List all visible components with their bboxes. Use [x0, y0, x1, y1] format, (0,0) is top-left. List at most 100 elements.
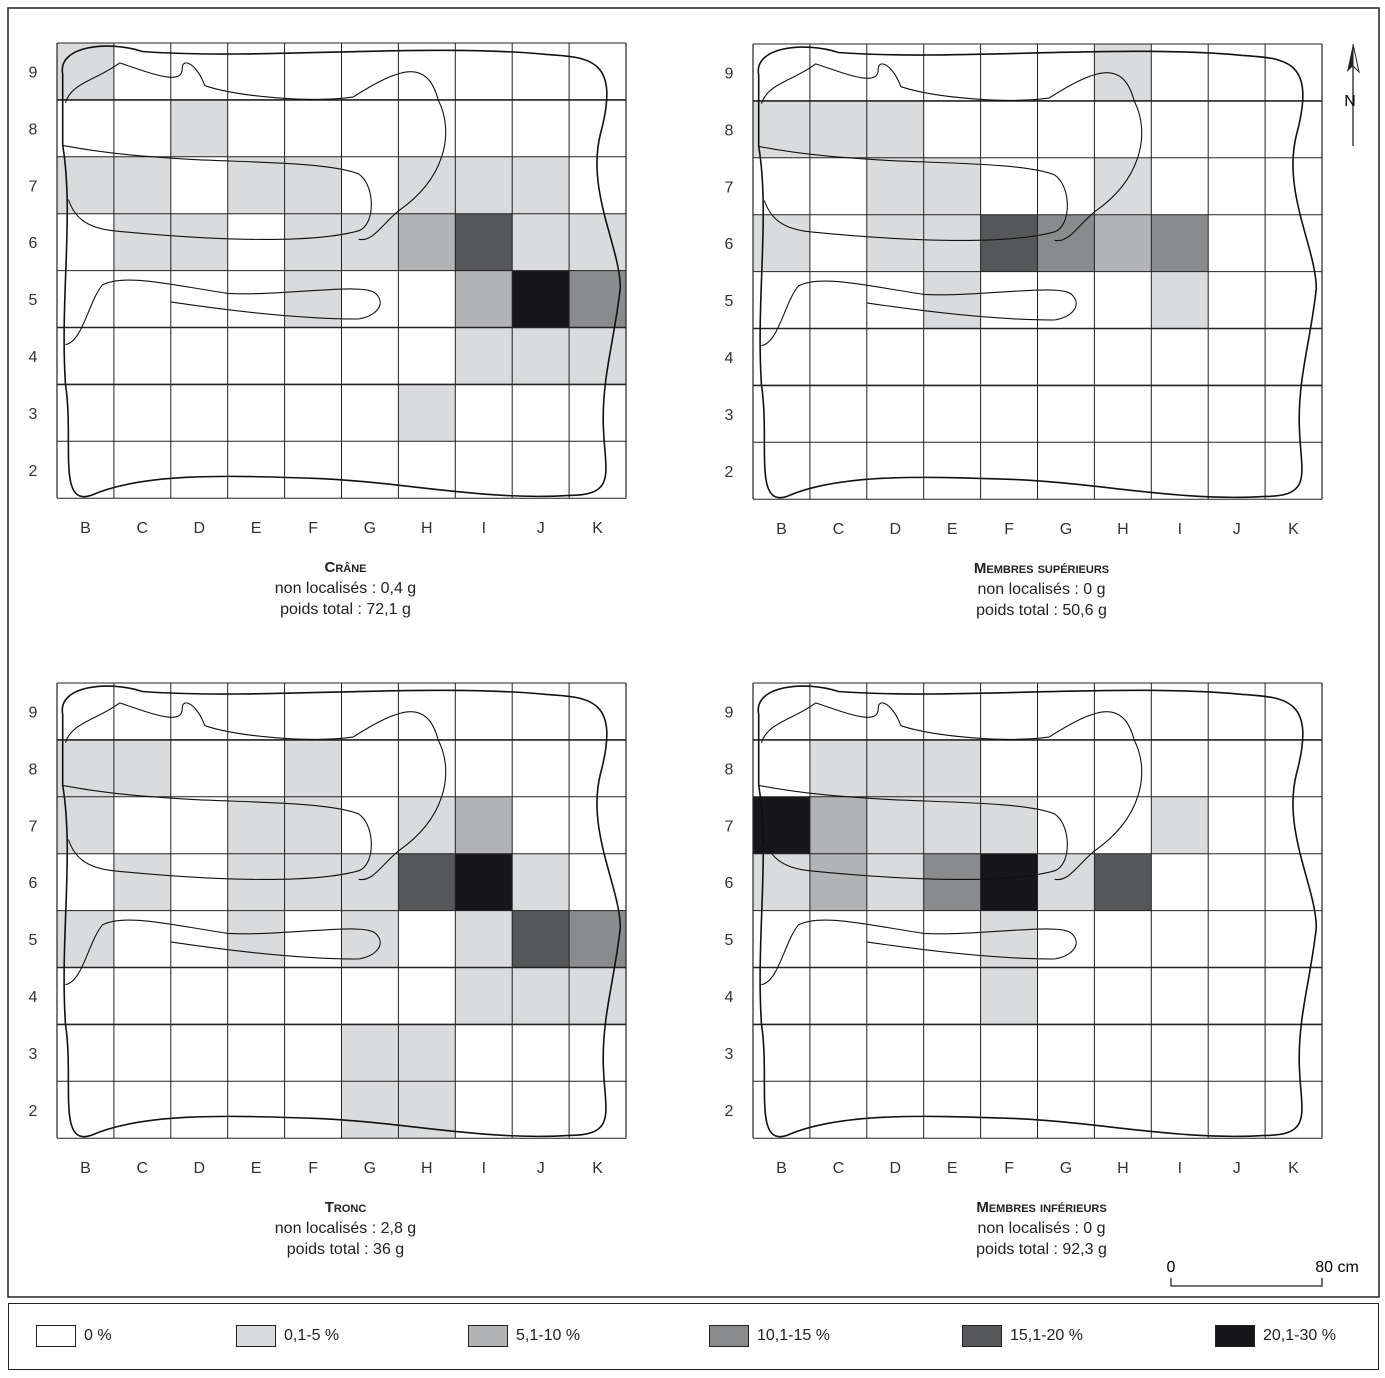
column-label: C — [833, 521, 845, 538]
grid-cell — [809, 796, 867, 854]
scale-end-label: 80 cm — [1315, 1259, 1359, 1276]
grid-cell — [753, 442, 810, 500]
grid-cell — [1151, 910, 1209, 968]
grid-cell — [980, 1081, 1038, 1139]
column-label: I — [482, 1160, 486, 1177]
grid-cell — [1151, 100, 1209, 158]
legend-swatch — [962, 1325, 1002, 1347]
grid-cell — [1037, 739, 1095, 797]
grid-cell — [284, 853, 342, 911]
grid-cell — [398, 967, 456, 1025]
grid-cell — [57, 739, 114, 797]
legend-swatch — [709, 1325, 749, 1347]
grid-cell — [227, 683, 285, 740]
column-label: J — [537, 1160, 545, 1177]
grid-cell — [512, 327, 570, 385]
row-label: 6 — [29, 235, 38, 252]
grid-cell — [809, 328, 867, 386]
grid-cell — [1151, 796, 1209, 854]
column-label: F — [308, 520, 318, 537]
grid-cell — [569, 327, 626, 385]
grid-cell — [455, 967, 513, 1025]
column-label: J — [1233, 1160, 1241, 1177]
skeleton-outline — [65, 279, 381, 346]
grid-cell — [1208, 328, 1266, 386]
grid-cell — [113, 910, 171, 968]
grid-cell — [1037, 1081, 1095, 1139]
grid-cell — [923, 1024, 981, 1082]
grid-cell — [923, 328, 981, 386]
grid-cell — [1094, 271, 1152, 329]
grid-cell — [1037, 100, 1095, 158]
grid-cell — [1208, 44, 1266, 101]
grid-cell — [512, 796, 570, 854]
grid-cell — [1094, 328, 1152, 386]
grid-cell — [170, 441, 228, 499]
row-label: 5 — [29, 932, 38, 949]
grid-cell — [866, 853, 924, 911]
grid-cell — [923, 853, 981, 911]
grid-cell — [170, 967, 228, 1025]
grid-cell — [923, 910, 981, 968]
grid-cell — [57, 384, 114, 442]
panel: 9 8 7 6 5 4 3 2 B C D E F G H I J K Membres supérieurs non … — [725, 43, 1323, 619]
grid-cell — [398, 910, 456, 968]
legend-item-1: 0,1-5 % — [236, 1324, 339, 1348]
north-arrow: N — [1344, 43, 1360, 146]
grid-cell — [866, 683, 924, 740]
grid-cell — [398, 270, 456, 328]
grid-cell — [341, 1024, 399, 1082]
column-label: J — [537, 520, 545, 537]
column-label: D — [890, 521, 902, 538]
grid-cell — [170, 910, 228, 968]
row-label: 7 — [29, 178, 38, 195]
grid-cell — [753, 100, 810, 158]
grid-cell — [866, 157, 924, 215]
grid-cell — [398, 1024, 456, 1082]
grid-cell — [1151, 44, 1209, 101]
grid-cell — [753, 328, 810, 386]
skeleton-outline — [65, 919, 381, 986]
grid-cell — [1094, 967, 1152, 1025]
legend-item-2: 5,1-10 % — [468, 1324, 580, 1348]
grid-cell — [753, 1081, 810, 1139]
grid-cell — [170, 213, 228, 271]
grid-cell — [57, 99, 114, 157]
grid-cell — [1208, 100, 1266, 158]
grid-cell — [113, 739, 171, 797]
grid-cell — [1208, 683, 1266, 740]
grid-cell — [753, 967, 810, 1025]
grid-cell — [57, 327, 114, 385]
grid-cell — [923, 796, 981, 854]
grid-cell — [512, 739, 570, 797]
grid-cell — [512, 683, 570, 740]
total-weight: poids total : 36 g — [287, 1241, 404, 1258]
grid-cell — [866, 910, 924, 968]
skeleton-outline — [758, 784, 1068, 880]
grid-cell — [170, 739, 228, 797]
grid-cell — [398, 327, 456, 385]
north-label: N — [1344, 93, 1356, 110]
grid-cell — [170, 327, 228, 385]
grid-cell — [1037, 157, 1095, 215]
row-label: 6 — [725, 875, 734, 892]
skeleton-outline — [760, 702, 1143, 881]
grid-cell — [227, 384, 285, 442]
row-label: 4 — [29, 349, 38, 366]
row-label: 5 — [725, 932, 734, 949]
row-label: 9 — [29, 65, 38, 82]
grid-cell — [809, 157, 867, 215]
row-label: 2 — [29, 463, 38, 480]
column-label: K — [1288, 1160, 1299, 1177]
column-label: F — [1004, 1160, 1014, 1177]
grid-cell — [1037, 853, 1095, 911]
grid-cell — [1208, 442, 1266, 500]
grid-cell — [1094, 442, 1152, 500]
grid-cell — [512, 43, 570, 100]
skeleton-outline — [64, 62, 447, 241]
grid-cell — [227, 967, 285, 1025]
grid-cell — [113, 796, 171, 854]
grid-cell — [809, 385, 867, 443]
legend-item-5: 20,1-30 % — [1215, 1324, 1336, 1348]
grid-cell — [455, 270, 513, 328]
